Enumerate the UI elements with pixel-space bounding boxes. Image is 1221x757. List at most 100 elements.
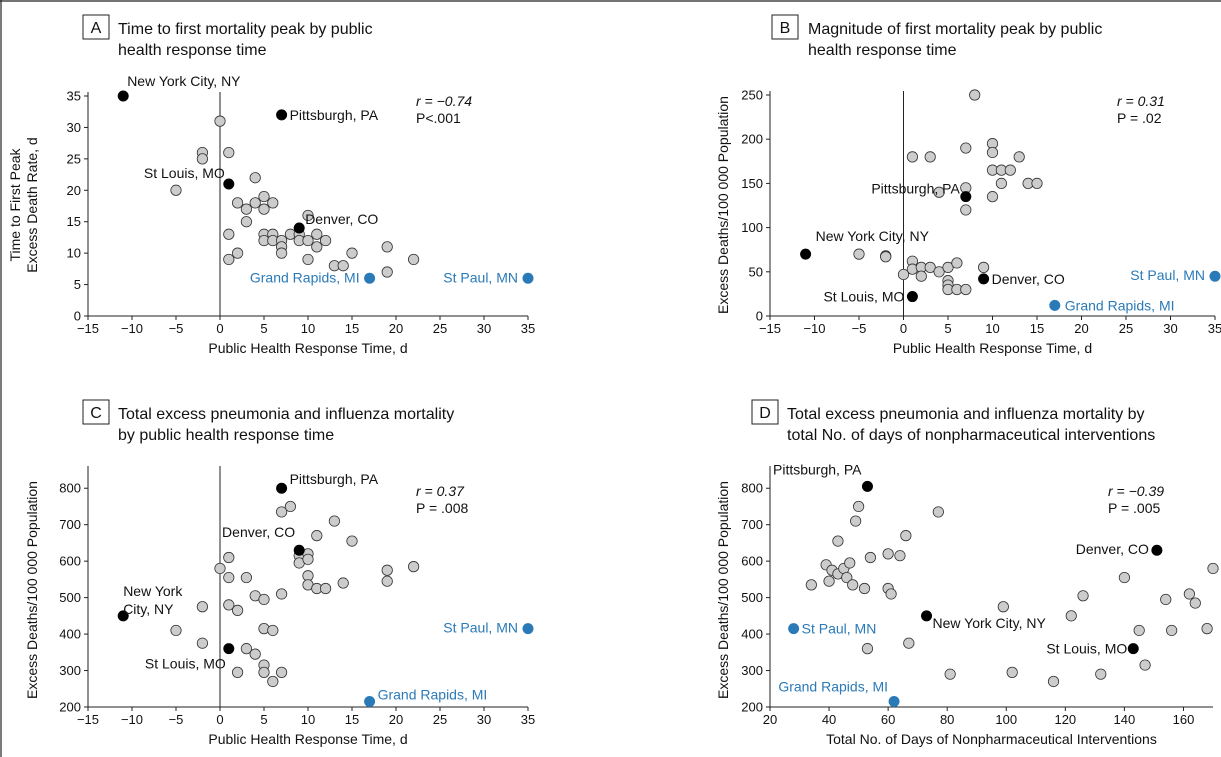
data-point bbox=[337, 577, 349, 589]
x-tick-label: −15 bbox=[77, 712, 99, 727]
x-tick-label: 60 bbox=[881, 712, 895, 727]
data-point bbox=[267, 675, 279, 688]
data-point bbox=[944, 668, 956, 680]
data-point bbox=[844, 557, 856, 569]
data-point bbox=[900, 530, 912, 542]
data-point bbox=[1004, 164, 1016, 176]
highlighted-data-point bbox=[293, 222, 305, 234]
chart-title-line: health response time bbox=[808, 42, 957, 59]
data-point bbox=[170, 624, 182, 637]
point-label: Grand Rapids, MI bbox=[378, 687, 488, 703]
highlighted-data-point bbox=[276, 109, 288, 121]
x-tick-label: 160 bbox=[1173, 712, 1195, 727]
data-point bbox=[381, 266, 393, 278]
point-label: New York bbox=[123, 583, 183, 599]
chart-title-line: by public health response time bbox=[118, 427, 334, 444]
data-point bbox=[906, 151, 919, 163]
data-point bbox=[1118, 571, 1131, 584]
y-tick-label: 250 bbox=[741, 88, 763, 103]
data-point bbox=[1201, 623, 1213, 635]
stats-label: r = 0.31 bbox=[1117, 93, 1165, 109]
chart-title-line: Total excess pneumonia and influenza mor… bbox=[118, 406, 454, 423]
data-point bbox=[267, 197, 279, 209]
data-point bbox=[240, 203, 252, 215]
x-tick-label: 20 bbox=[389, 321, 403, 336]
data-point bbox=[346, 535, 358, 547]
x-tick-label: −10 bbox=[121, 321, 143, 336]
data-point bbox=[232, 666, 244, 678]
y-tick-label: 600 bbox=[59, 554, 81, 569]
data-point bbox=[1031, 177, 1043, 189]
data-point bbox=[302, 234, 314, 247]
x-axis-label: Public Health Response Time, d bbox=[208, 340, 407, 356]
data-point bbox=[258, 203, 270, 215]
x-tick-label: 25 bbox=[1119, 321, 1133, 336]
data-point bbox=[903, 637, 915, 649]
data-point bbox=[407, 561, 420, 573]
x-tick-label: 5 bbox=[260, 321, 267, 336]
data-point bbox=[960, 204, 972, 216]
x-tick-label: 30 bbox=[477, 712, 491, 727]
y-tick-label: 20 bbox=[67, 183, 81, 198]
point-label: Denver, CO bbox=[305, 211, 378, 227]
data-point bbox=[841, 571, 853, 584]
data-point bbox=[223, 551, 235, 564]
data-point bbox=[880, 251, 892, 263]
y-tick-label: 35 bbox=[67, 89, 81, 104]
data-point bbox=[1065, 610, 1077, 622]
data-point bbox=[933, 266, 945, 278]
y-axis-label: Excess Deaths/100 000 Population bbox=[715, 481, 731, 699]
highlighted-data-point bbox=[276, 482, 288, 494]
y-tick-label: 300 bbox=[741, 663, 763, 678]
data-point bbox=[267, 624, 279, 637]
data-point bbox=[1047, 675, 1060, 688]
data-point bbox=[897, 268, 910, 281]
data-point bbox=[894, 550, 906, 562]
data-point bbox=[302, 553, 314, 565]
y-tick-label: 100 bbox=[741, 220, 763, 235]
x-tick-label: 0 bbox=[216, 712, 223, 727]
point-label: Denver, CO bbox=[992, 271, 1065, 287]
y-tick-label: 600 bbox=[741, 554, 763, 569]
point-label: St Louis, MO bbox=[145, 656, 226, 672]
data-point bbox=[1095, 668, 1107, 680]
highlighted-data-point bbox=[223, 643, 235, 655]
x-tick-label: 10 bbox=[301, 321, 315, 336]
x-tick-label: 20 bbox=[763, 712, 777, 727]
panel-b: B Magnitude of first mortality peak by pu… bbox=[715, 14, 1221, 356]
x-tick-label: 15 bbox=[345, 712, 359, 727]
y-axis-label: Excess Deaths/100 000 Population bbox=[24, 481, 40, 699]
x-tick-label: 140 bbox=[1114, 712, 1136, 727]
panel-letter-box bbox=[82, 399, 110, 425]
data-point bbox=[196, 637, 208, 649]
data-point bbox=[823, 575, 835, 587]
x-axis-label: Total No. of Days of Nonpharmaceutical I… bbox=[826, 731, 1157, 747]
chart-title-line: health response time bbox=[118, 42, 267, 59]
x-tick-label: 30 bbox=[477, 321, 491, 336]
data-point bbox=[170, 184, 182, 196]
x-tick-label: 35 bbox=[521, 321, 535, 336]
highlighted-data-point bbox=[223, 178, 235, 190]
x-tick-label: 10 bbox=[985, 321, 999, 336]
y-tick-label: 400 bbox=[59, 627, 81, 642]
y-tick-label: 10 bbox=[67, 246, 81, 261]
data-point bbox=[1166, 624, 1178, 637]
point-label: Grand Rapids, MI bbox=[1065, 297, 1175, 313]
stats-label: P = .02 bbox=[1117, 110, 1162, 126]
point-label: City, NY bbox=[123, 601, 174, 617]
data-point bbox=[885, 588, 897, 600]
point-label: St Louis, MO bbox=[823, 289, 904, 305]
data-point bbox=[240, 571, 252, 584]
y-axis-label: Excess Deaths/100 000 Population bbox=[715, 96, 731, 314]
x-tick-label: 15 bbox=[1030, 321, 1044, 336]
panel-letter: C bbox=[90, 405, 102, 422]
y-tick-label: 150 bbox=[741, 176, 763, 191]
highlighted-data-point bbox=[522, 272, 534, 284]
x-tick-label: 100 bbox=[995, 712, 1017, 727]
y-tick-label: 400 bbox=[741, 627, 763, 642]
y-tick-label: 800 bbox=[741, 481, 763, 496]
data-point bbox=[223, 599, 235, 611]
data-point bbox=[275, 506, 288, 518]
data-point bbox=[933, 186, 945, 198]
